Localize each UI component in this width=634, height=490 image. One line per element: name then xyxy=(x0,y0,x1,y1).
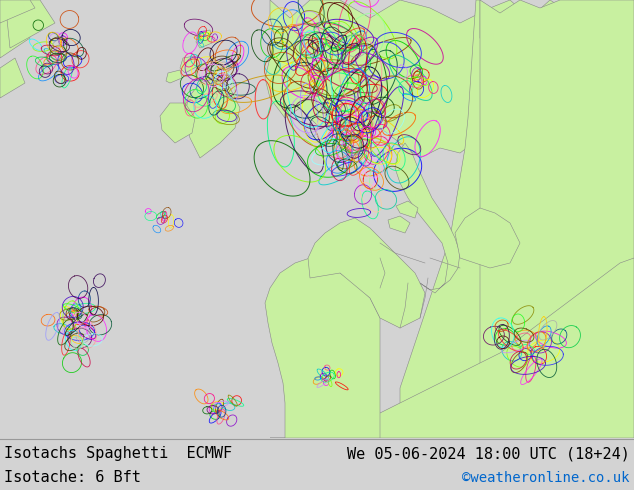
Text: Isotachs Spaghetti  ECMWF: Isotachs Spaghetti ECMWF xyxy=(4,446,232,461)
Polygon shape xyxy=(455,208,520,268)
Polygon shape xyxy=(265,258,380,438)
Text: Isotache: 6 Bft: Isotache: 6 Bft xyxy=(4,470,141,485)
Polygon shape xyxy=(308,218,425,328)
Text: We 05-06-2024 18:00 UTC (18+24): We 05-06-2024 18:00 UTC (18+24) xyxy=(347,446,630,461)
Polygon shape xyxy=(270,258,634,438)
Polygon shape xyxy=(0,0,35,23)
Polygon shape xyxy=(265,0,634,158)
Polygon shape xyxy=(196,30,212,48)
Polygon shape xyxy=(480,0,634,438)
Polygon shape xyxy=(0,0,30,58)
Polygon shape xyxy=(185,78,240,158)
Polygon shape xyxy=(396,201,418,218)
Polygon shape xyxy=(166,70,182,83)
Polygon shape xyxy=(388,216,410,233)
Polygon shape xyxy=(0,58,25,98)
Text: ©weatheronline.co.uk: ©weatheronline.co.uk xyxy=(462,471,630,485)
Polygon shape xyxy=(322,98,350,133)
Polygon shape xyxy=(395,143,460,293)
Polygon shape xyxy=(180,56,198,73)
Polygon shape xyxy=(160,103,195,143)
Polygon shape xyxy=(400,0,634,438)
Polygon shape xyxy=(5,0,55,48)
